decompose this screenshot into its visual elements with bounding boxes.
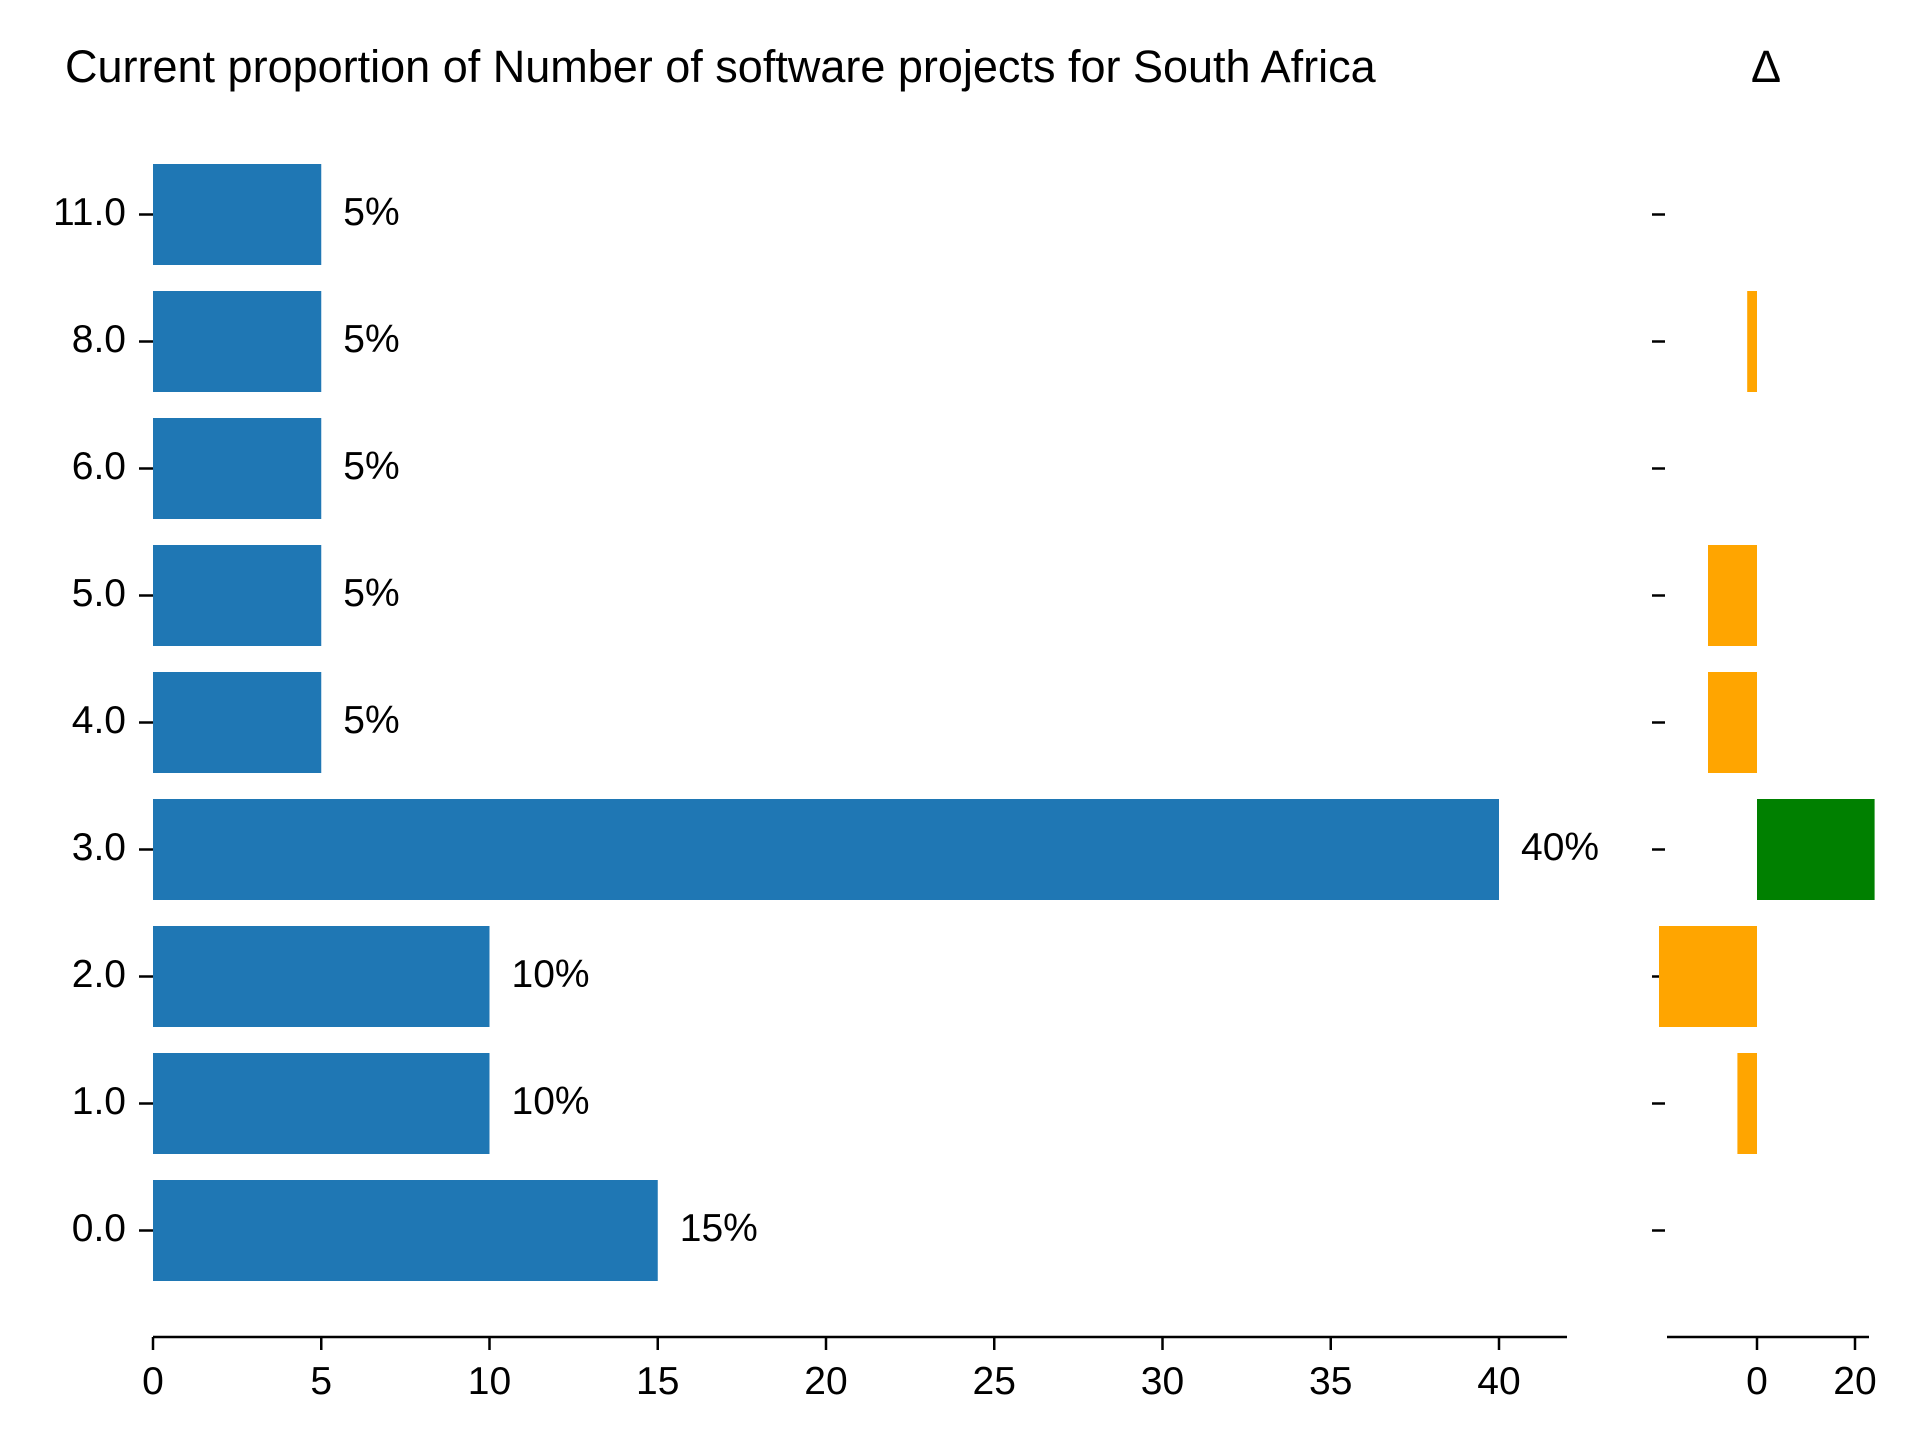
- delta-panel: Δ 0 20: [1652, 41, 1877, 1403]
- main-y-tick-label: 2.0: [72, 953, 126, 996]
- main-bars: [153, 164, 1499, 1281]
- main-x-tick-label: 40: [1477, 1360, 1520, 1403]
- main-bar: [153, 164, 322, 265]
- main-x-tick-label: 20: [804, 1360, 847, 1403]
- main-x-tick-label: 25: [973, 1360, 1016, 1403]
- main-bar: [153, 291, 322, 392]
- main-value-label: 40%: [1521, 826, 1599, 869]
- main-bar: [153, 799, 1499, 900]
- main-bar: [153, 672, 322, 773]
- main-y-tick-label: 6.0: [72, 445, 126, 488]
- main-value-label: 15%: [680, 1207, 758, 1250]
- main-bar: [153, 1180, 658, 1281]
- main-x-tick-label: 30: [1141, 1360, 1184, 1403]
- delta-bars: [1659, 291, 1875, 1154]
- main-x-tick-label: 10: [468, 1360, 511, 1403]
- delta-bar: [1708, 672, 1757, 773]
- main-x-tick-label: 0: [142, 1360, 164, 1403]
- main-bar: [153, 418, 322, 519]
- main-y-ticks: 11.0 8.0 6.0 5.0 4.0 3.0 2.0 1.0 0.0: [53, 191, 153, 1250]
- main-y-tick-label: 11.0: [53, 191, 126, 234]
- main-value-label: 5%: [343, 445, 399, 488]
- main-value-label: 5%: [343, 191, 399, 234]
- delta-bar: [1708, 545, 1757, 646]
- delta-chart-title: Δ: [1751, 41, 1781, 92]
- main-x-ticks: 0 5 10 15 20 25 30 35 40: [142, 1337, 1521, 1403]
- main-y-tick-label: 3.0: [72, 826, 126, 869]
- main-value-label: 10%: [512, 1080, 590, 1123]
- main-y-tick-label: 8.0: [72, 318, 126, 361]
- main-panel: Current proportion of Number of software…: [53, 41, 1599, 1403]
- main-chart-title: Current proportion of Number of software…: [65, 41, 1377, 92]
- delta-bar: [1757, 799, 1875, 900]
- delta-x-ticks: 0 20: [1746, 1337, 1877, 1403]
- delta-bar: [1747, 291, 1757, 392]
- main-y-tick-label: 5.0: [72, 572, 126, 615]
- main-value-label: 10%: [512, 953, 590, 996]
- delta-x-tick-label: 0: [1746, 1360, 1768, 1403]
- main-y-tick-label: 4.0: [72, 699, 126, 742]
- delta-bar: [1737, 1053, 1757, 1154]
- main-value-label: 5%: [343, 699, 399, 742]
- main-value-labels: 5% 5% 5% 5% 5% 40% 10% 10% 15%: [343, 191, 1599, 1250]
- main-x-tick-label: 15: [636, 1360, 679, 1403]
- main-value-label: 5%: [343, 318, 399, 361]
- delta-y-ticks: [1652, 213, 1665, 1232]
- delta-bar: [1659, 926, 1757, 1027]
- main-value-label: 5%: [343, 572, 399, 615]
- main-bar: [153, 926, 490, 1027]
- main-bar: [153, 1053, 490, 1154]
- main-bar: [153, 545, 322, 646]
- main-x-tick-label: 35: [1309, 1360, 1352, 1403]
- main-y-tick-label: 0.0: [72, 1207, 126, 1250]
- main-y-tick-label: 1.0: [72, 1080, 126, 1123]
- delta-x-tick-label: 20: [1833, 1360, 1876, 1403]
- main-x-tick-label: 5: [310, 1360, 332, 1403]
